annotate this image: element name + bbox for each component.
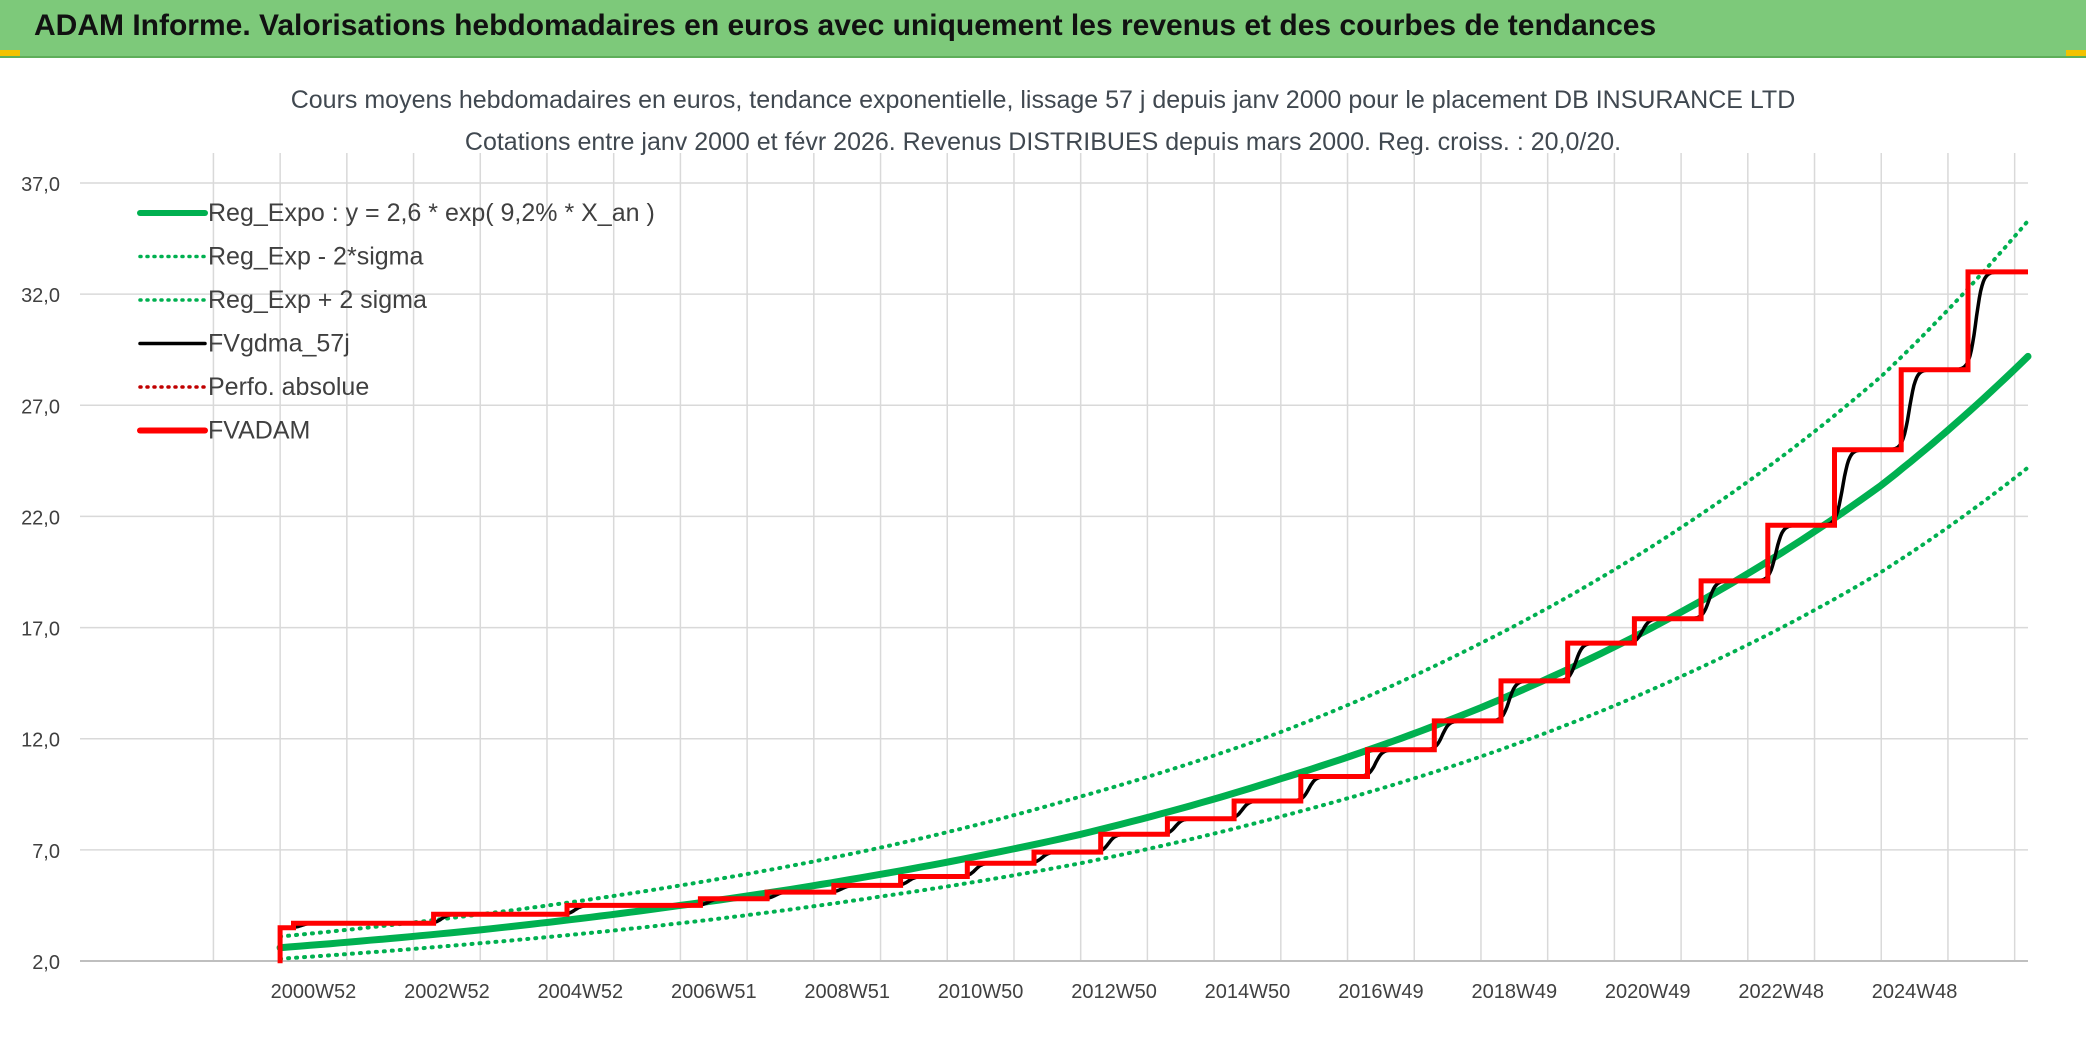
y-tick-label: 22,0 [21,507,60,529]
chart-area: Cours moyens hebdomadaires en euros, ten… [0,58,2086,1038]
x-tick-label: 2010W50 [938,981,1024,1003]
legend-item: Reg_Exp - 2*sigma [138,243,423,271]
legend-label: FVgdma_57j [208,330,350,358]
x-axis-ticks: 2000W52 2002W52 2004W52 2006W51 2008W51 2010W… [271,981,1958,1003]
series-fvgdma-57j [289,270,2028,930]
y-tick-label: 32,0 [21,285,60,307]
series-layer [276,218,2032,964]
legend-item: Perfo. absolue [138,373,369,401]
line-chart: Cours moyens hebdomadaires en euros, ten… [21,86,2032,1003]
corner-mark-left [0,50,20,56]
legend-label: Reg_Exp - 2*sigma [208,243,423,271]
legend-item: FVgdma_57j [138,330,350,358]
grid [80,153,2028,962]
legend-item: Reg_Expo : y = 2,6 * exp( 9,2% * X_an ) [137,199,655,227]
x-tick-label: 2020W49 [1605,981,1691,1003]
series-reg-expo [276,352,2032,952]
x-tick-label: 2006W51 [671,981,757,1003]
x-tick-label: 2008W51 [804,981,890,1003]
legend-item: Reg_Exp + 2 sigma [138,286,427,314]
series-fvadam [277,269,2028,964]
x-tick-label: 2002W52 [404,981,490,1003]
legend-label: Reg_Exp + 2 sigma [208,286,427,314]
y-tick-label: 27,0 [21,396,60,418]
chart-title-line2: Cotations entre janv 2000 et févr 2026. … [465,128,1621,156]
x-tick-label: 2018W49 [1472,981,1558,1003]
y-axis-ticks: 2,0 7,0 12,0 17,0 22,0 27,0 32,0 37,0 [21,174,60,974]
y-tick-label: 7,0 [32,841,60,863]
y-tick-label: 12,0 [21,730,60,752]
x-tick-label: 2000W52 [271,981,357,1003]
legend: Reg_Expo : y = 2,6 * exp( 9,2% * X_an ) R… [137,199,655,445]
x-tick-label: 2004W52 [538,981,624,1003]
header-bar: ADAM Informe. Valorisations hebdomadaire… [0,0,2086,58]
x-tick-label: 2016W49 [1338,981,1424,1003]
legend-item: FVADAM [137,417,310,445]
legend-label: FVADAM [208,417,310,445]
x-tick-label: 2012W50 [1071,981,1157,1003]
x-tick-label: 2024W48 [1872,981,1958,1003]
corner-mark-right [2066,50,2086,56]
legend-label: Reg_Expo : y = 2,6 * exp( 9,2% * X_an ) [208,199,655,227]
x-tick-label: 2022W48 [1738,981,1824,1003]
series-reg-plus-2sigma [278,218,2030,939]
chart-title-line1: Cours moyens hebdomadaires en euros, ten… [291,86,1796,114]
legend-label: Perfo. absolue [208,373,369,401]
report-title: ADAM Informe. Valorisations hebdomadaire… [34,9,1657,42]
x-tick-label: 2014W50 [1205,981,1291,1003]
y-tick-label: 2,0 [32,952,60,974]
y-tick-label: 17,0 [21,619,60,641]
y-tick-label: 37,0 [21,174,60,196]
